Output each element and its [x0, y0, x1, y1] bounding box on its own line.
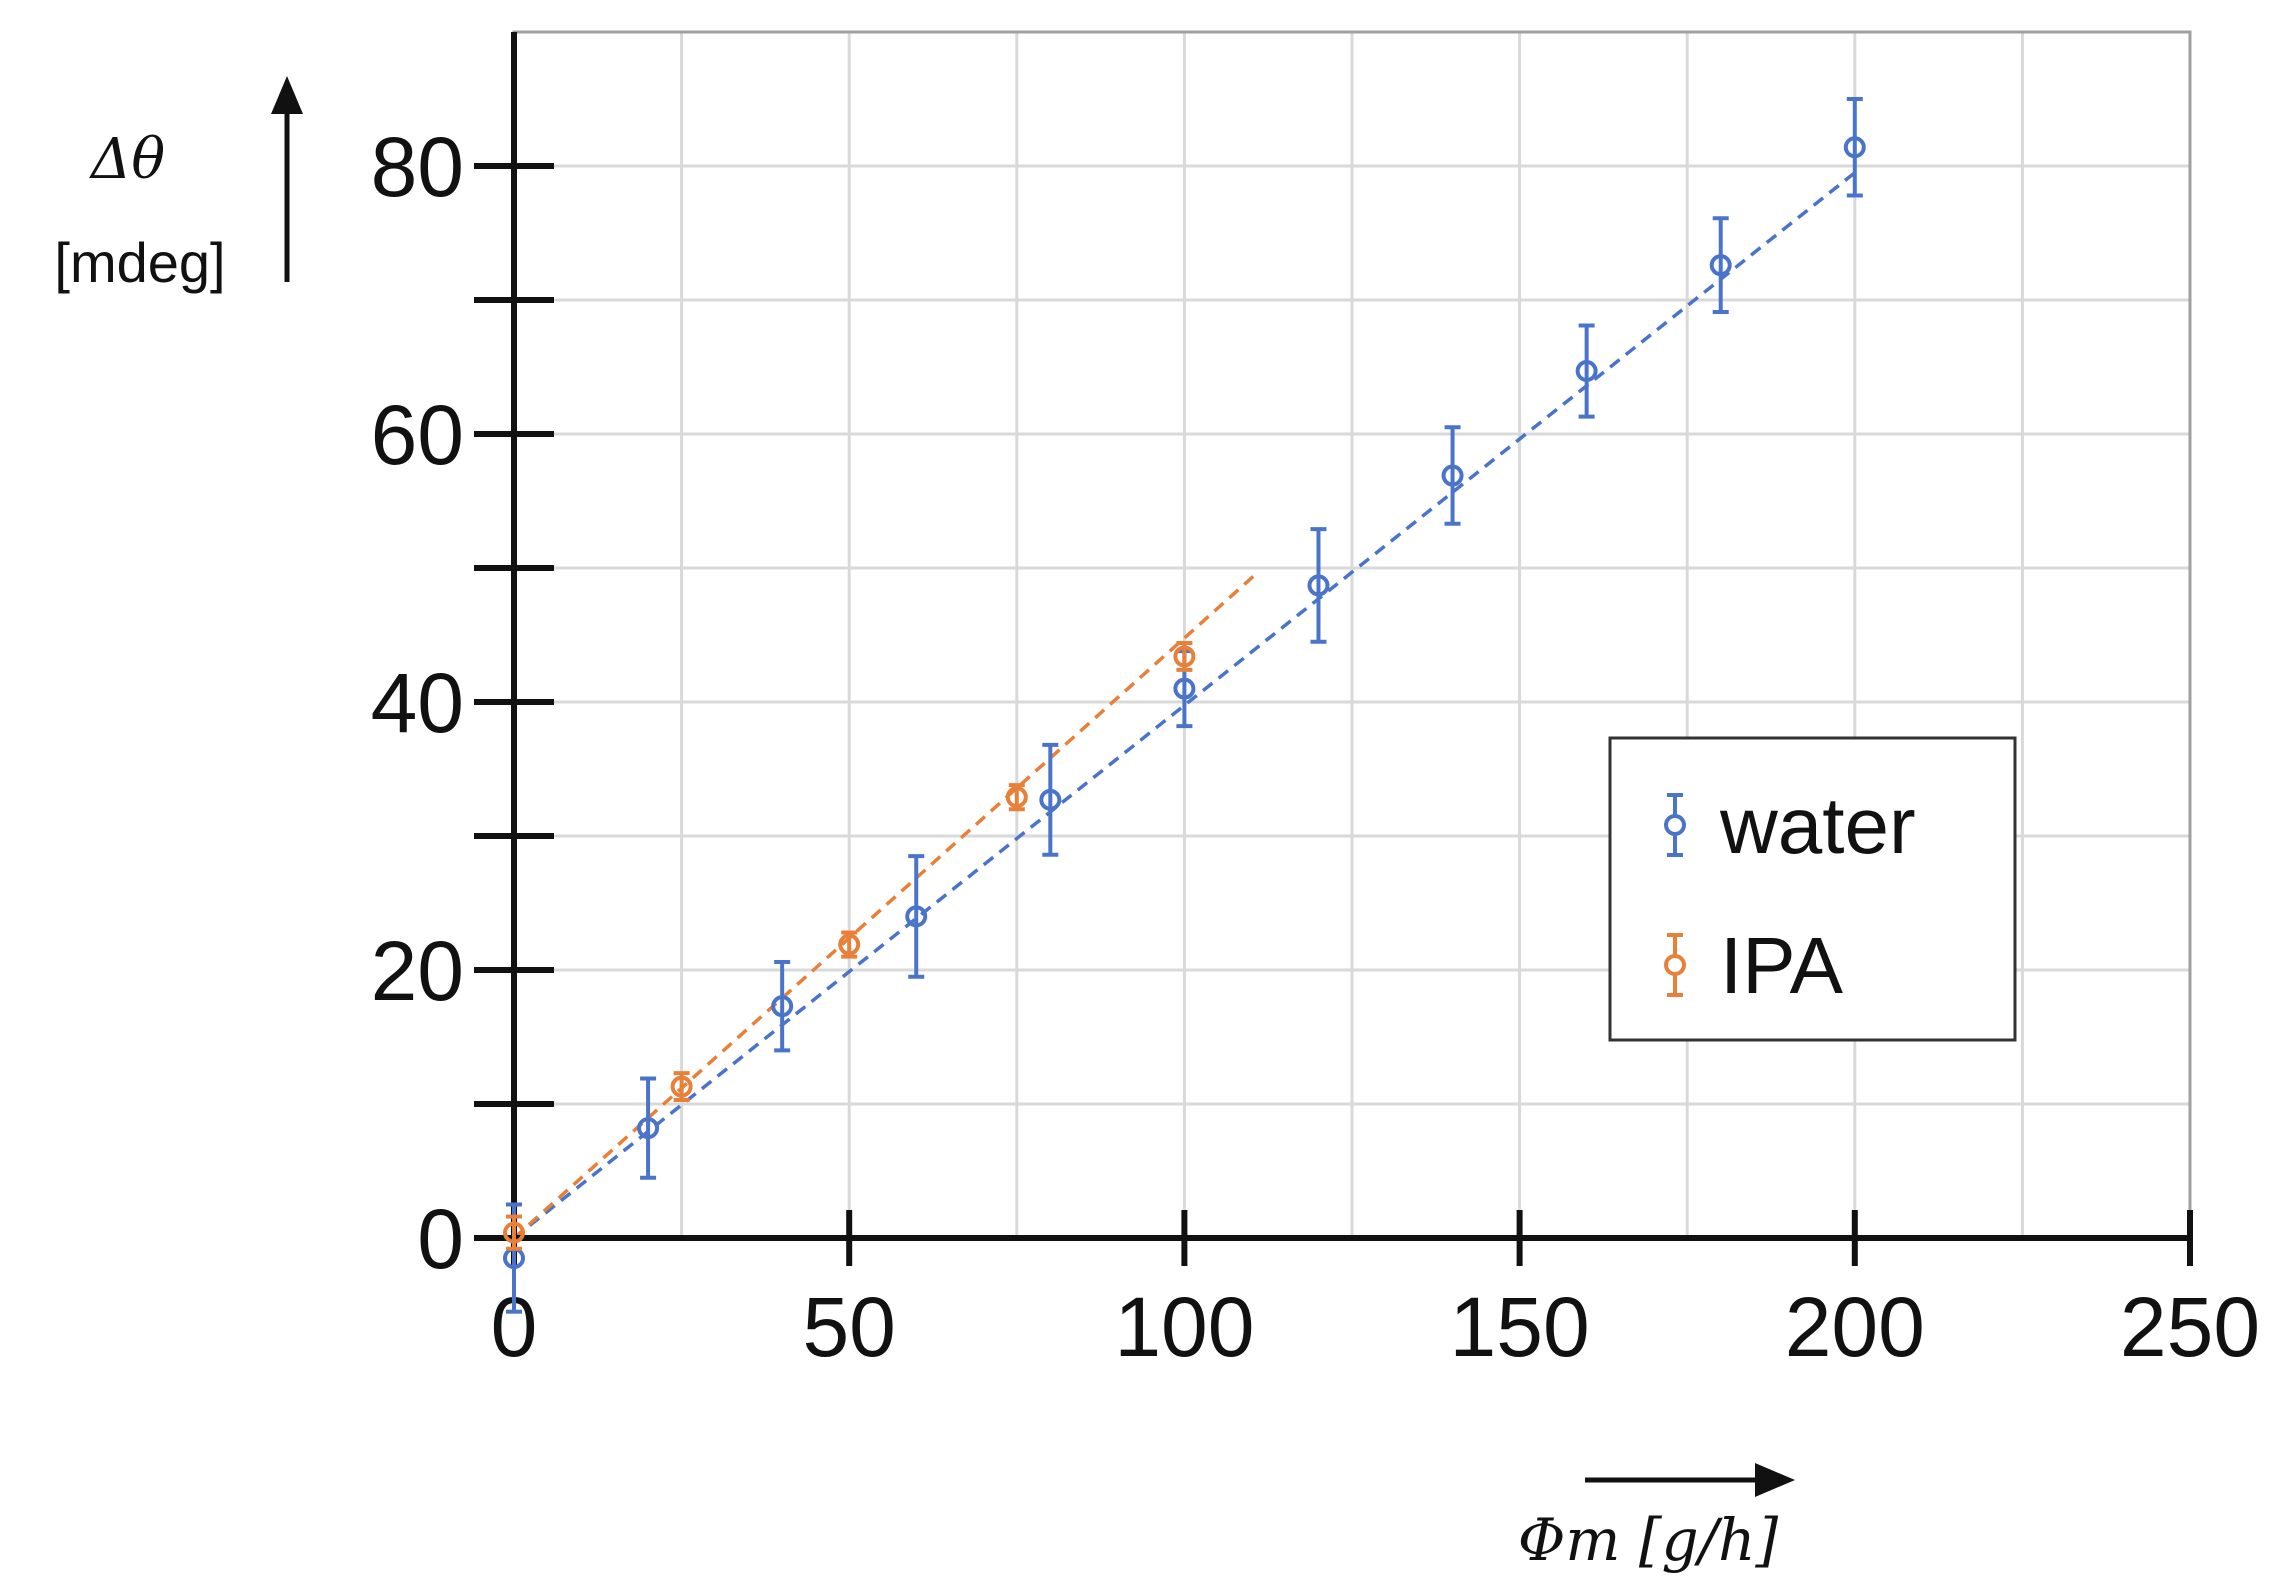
marker	[1575, 360, 1598, 383]
legend-label: water	[1719, 781, 1916, 870]
data-point-water	[637, 1076, 660, 1180]
marker	[1307, 574, 1330, 597]
data-point-ipa	[670, 1071, 693, 1102]
y-tick-label: 20	[371, 924, 464, 1018]
legend-box	[1608, 736, 2017, 1042]
marker	[1709, 254, 1732, 277]
x-axis-label-text: Φm [g/h]	[1518, 1506, 1779, 1574]
grid	[512, 30, 2192, 1240]
legend-marker	[1664, 814, 1686, 836]
y-tick-label: 0	[417, 1192, 464, 1286]
x-tick-label: 100	[1114, 1280, 1254, 1374]
axes	[511, 32, 2190, 1241]
right-arrow-icon	[1755, 1463, 1795, 1497]
data-point-ipa	[838, 930, 861, 959]
x-tick-label: 200	[1785, 1280, 1925, 1374]
y-tick-label: 40	[371, 656, 464, 750]
data-point-water	[1307, 527, 1330, 644]
marker	[905, 905, 928, 928]
up-arrow-icon	[271, 76, 303, 114]
data-point-water	[905, 854, 928, 979]
marker	[771, 995, 794, 1018]
legend-marker	[1664, 954, 1686, 976]
x-tick-label: 50	[802, 1280, 895, 1374]
marker	[1005, 786, 1028, 809]
data-point-water	[1709, 216, 1732, 315]
x-axis-label: Φm [g/h]	[1518, 1463, 1795, 1574]
marker	[1441, 464, 1464, 487]
legend-item-ipa: IPA	[1664, 921, 1844, 1010]
y-axis-label: Δθ [mdeg]	[54, 76, 303, 294]
y-tick-label: 80	[371, 120, 464, 214]
data-point-ipa	[1005, 783, 1028, 812]
data-point-ipa	[503, 1214, 525, 1251]
data-point-water	[1441, 425, 1464, 526]
data-points	[503, 97, 1866, 1314]
marker	[670, 1075, 693, 1098]
x-tick-label: 150	[1450, 1280, 1590, 1374]
legend: water IPA	[1608, 736, 2017, 1042]
marker	[1173, 645, 1196, 668]
data-point-water	[771, 959, 794, 1053]
data-point-water	[1575, 323, 1598, 419]
marker	[637, 1117, 660, 1140]
marker	[1843, 136, 1866, 159]
x-tick-label: 250	[2120, 1280, 2260, 1374]
fit-line-water	[512, 171, 1856, 1240]
y-axis-label-unit: [mdeg]	[54, 231, 225, 294]
y-axis-label-symbol: Δθ	[89, 127, 165, 192]
legend-label: IPA	[1720, 921, 1844, 1010]
marker	[1039, 788, 1062, 811]
data-point-water	[1039, 742, 1062, 857]
marker	[1173, 677, 1196, 700]
marker	[503, 1221, 525, 1244]
y-tick-label: 60	[371, 388, 464, 482]
data-point-water	[1843, 97, 1866, 198]
legend-item-water: water	[1664, 781, 1916, 870]
data-point-ipa	[1173, 641, 1196, 672]
marker	[838, 933, 861, 956]
